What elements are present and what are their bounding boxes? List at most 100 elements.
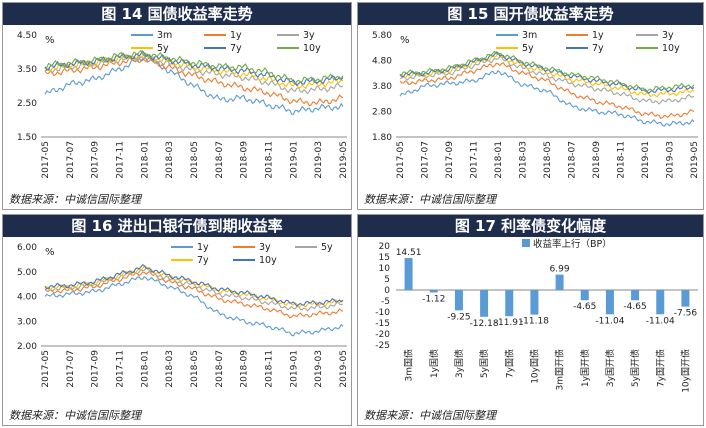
x-tick-label: 2018-05 — [190, 350, 200, 388]
unit-label: % — [45, 247, 55, 258]
x-tick-label: 2019-05 — [339, 350, 349, 388]
chart-source: 数据来源：中诚信国际整理 — [364, 193, 496, 206]
y-tick-label: 0 — [384, 286, 390, 296]
y-tick-label: 4.00 — [17, 293, 37, 303]
chart-fig14: 4.50 3.50 2.50 1.50 2017-05 2017-07 2017-09 201… — [17, 30, 349, 179]
series-line-3m — [44, 56, 344, 116]
y-tick-label: -20 — [375, 330, 390, 340]
bar — [631, 290, 640, 301]
x-tick-label: 5y国开债 — [629, 349, 641, 387]
legend-entry: 5y — [321, 242, 333, 253]
legend-entry: 7y — [197, 255, 209, 266]
series-line-10y — [399, 50, 695, 93]
y-tick-label: 15 — [379, 253, 390, 263]
x-tick-label: 2017-05 — [41, 350, 51, 388]
bar — [454, 290, 463, 311]
panel-fig16: 图 16 进出口银行债到期收益率 6.00 5.00 4.00 3.00 2.00 201… — [2, 214, 352, 426]
data-label: -11.04 — [595, 316, 624, 326]
y-tick-label: 3.00 — [17, 317, 37, 327]
x-tick-label: 5y国债 — [478, 349, 490, 378]
series-line-7y — [44, 50, 344, 87]
bar — [555, 274, 564, 290]
x-tick-label: 2018-05 — [190, 141, 200, 179]
y-tick-label: 2.00 — [17, 342, 37, 352]
x-tick-label: 2018-05 — [543, 141, 553, 179]
x-tick-label: 2019-01 — [641, 141, 651, 179]
y-tick-label: 1.80 — [372, 133, 392, 143]
y-tick-label: 5.80 — [372, 31, 392, 41]
data-label: -11.91 — [495, 318, 524, 328]
unit-label: % — [400, 35, 410, 46]
y-tick-label: 5.00 — [17, 268, 37, 278]
legend-swatch — [522, 239, 530, 247]
y-tick-label: 4.50 — [17, 31, 37, 41]
bar — [656, 290, 665, 315]
x-tick-label: 10y国开债 — [679, 349, 691, 393]
x-tick-label: 2018-07 — [215, 350, 225, 388]
y-tick-label: -10 — [375, 308, 390, 318]
data-label: -11.18 — [520, 317, 549, 327]
bar — [605, 290, 614, 315]
legend-entry: 1y — [230, 30, 242, 41]
x-tick-label: 2017-07 — [66, 350, 76, 388]
bar — [505, 290, 514, 317]
series-line-1y — [44, 275, 344, 337]
x-tick-label: 3m国开债 — [554, 349, 566, 391]
legend-entry: 1y — [592, 30, 604, 41]
x-tick-label: 2017-05 — [41, 141, 51, 179]
chart-fig16: 6.00 5.00 4.00 3.00 2.00 2017-05 2017-07 2017-0… — [17, 242, 349, 388]
x-tick-label: 2017-07 — [66, 141, 76, 179]
x-tick-label: 2017-05 — [396, 141, 406, 179]
bar — [429, 290, 438, 293]
x-tick-label: 2018-11 — [265, 350, 275, 388]
data-label: -4.65 — [573, 302, 596, 312]
series-line-3y — [399, 56, 695, 105]
series-line-3m — [399, 69, 695, 127]
x-tick-label: 2018-09 — [240, 141, 250, 179]
legend-entry: 3y — [303, 30, 315, 41]
x-tick-label: 2017-11 — [116, 350, 126, 388]
bar — [480, 290, 489, 317]
x-tick-label: 2018-09 — [592, 141, 602, 179]
x-tick-label: 2018-07 — [568, 141, 578, 179]
x-tick-label: 2019-03 — [314, 350, 324, 388]
legend-entry: 7y — [230, 43, 242, 54]
panel-fig14: 图 14 国债收益率走势 4.50 3.50 2.50 1.50 2017-05 2017… — [2, 2, 352, 210]
x-tick-label: 2019-01 — [289, 141, 299, 179]
y-tick-label: 10 — [379, 264, 391, 274]
legend-entry: 3m — [157, 30, 172, 41]
chart-title: 图 15 国开债收益率走势 — [358, 3, 703, 25]
data-label: -12.18 — [470, 319, 499, 329]
x-tick-label: 7y国债 — [503, 349, 515, 378]
series-line-7y — [44, 264, 344, 308]
series-line-1y — [44, 56, 344, 107]
chart-fig15: 5.80 4.80 3.80 2.80 1.80 2017-05 2017-07 2017-0… — [372, 30, 700, 179]
chart-title: 图 16 进出口银行债到期收益率 — [3, 215, 351, 237]
panel-fig15: 图 15 国开债收益率走势 5.80 4.80 3.80 2.80 1.80 2017-0… — [357, 2, 704, 210]
x-tick-label: 2018-01 — [494, 141, 504, 179]
x-tick-label: 2018-11 — [265, 141, 275, 179]
y-tick-label: 3.50 — [17, 65, 37, 75]
x-tick-label: 2018-11 — [617, 141, 627, 179]
x-tick-label: 7y国开债 — [654, 349, 666, 387]
x-tick-label: 2018-09 — [240, 350, 250, 388]
y-tick-label: -25 — [375, 341, 390, 351]
legend-entry: 10y — [662, 43, 680, 54]
series-line-10y — [44, 263, 344, 307]
bar — [530, 290, 539, 315]
x-tick-label: 2017-07 — [421, 141, 431, 179]
x-tick-label: 3y国债 — [453, 349, 465, 378]
x-tick-label: 1y国开债 — [579, 349, 591, 387]
y-tick-label: 2.50 — [17, 99, 37, 109]
series-line-5y — [399, 52, 695, 98]
x-tick-label: 2017-09 — [91, 350, 101, 388]
series-line-3y — [44, 270, 344, 319]
series-line-10y — [44, 49, 344, 86]
legend-entry: 7y — [592, 43, 604, 54]
x-tick-label: 2018-01 — [140, 141, 150, 179]
y-tick-label: 6.00 — [17, 243, 37, 253]
data-label: -11.04 — [646, 316, 675, 326]
x-tick-label: 2019-01 — [289, 350, 299, 388]
data-label: -1.12 — [422, 294, 445, 304]
x-tick-label: 10y国债 — [528, 349, 540, 384]
